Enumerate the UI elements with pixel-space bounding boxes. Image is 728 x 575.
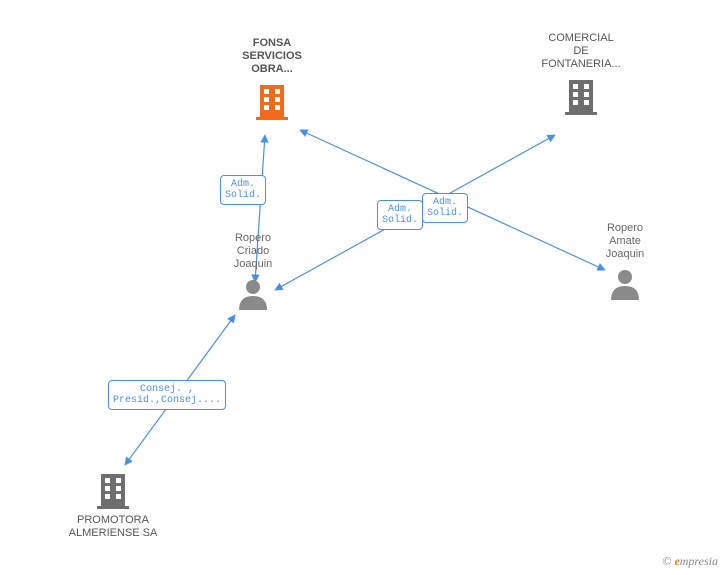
diagram-canvas: Adm. Solid. Adm. Solid. Adm. Solid. Cons… [0, 0, 728, 575]
edge-label: Adm. Solid. [377, 200, 423, 230]
person-icon [580, 266, 670, 302]
node-label: Ropero Amate Joaquin [580, 222, 670, 262]
node-ropero-criado[interactable]: Ropero Criado Joaquin [208, 230, 298, 312]
credit: © empresia [662, 554, 718, 569]
node-fonsa[interactable]: FONSA SERVICIOS OBRA... [212, 35, 332, 121]
brand-rest: mpresia [680, 554, 718, 568]
person-icon [208, 276, 298, 312]
edge-label: Consej. , Presid.,Consej.... [108, 380, 226, 410]
node-comercial[interactable]: COMERCIAL DE FONTANERIA... [521, 30, 641, 116]
building-icon [212, 81, 332, 121]
node-label: COMERCIAL DE FONTANERIA... [521, 32, 641, 72]
building-icon [521, 76, 641, 116]
node-label: Ropero Criado Joaquin [208, 232, 298, 272]
node-promotora[interactable]: PROMOTORA ALMERIENSE SA [43, 470, 183, 540]
node-ropero-amate[interactable]: Ropero Amate Joaquin [580, 220, 670, 302]
node-label: PROMOTORA ALMERIENSE SA [43, 514, 183, 540]
copyright-symbol: © [662, 554, 671, 568]
node-label: FONSA SERVICIOS OBRA... [212, 37, 332, 77]
edge-label: Adm. Solid. [422, 193, 468, 223]
building-icon [43, 470, 183, 510]
edge-label: Adm. Solid. [220, 175, 266, 205]
